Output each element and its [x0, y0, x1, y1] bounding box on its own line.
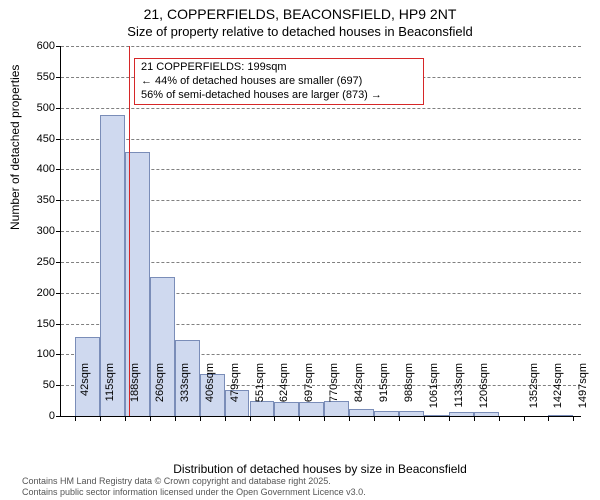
ytick-label: 200	[15, 287, 55, 299]
ytick-mark	[56, 139, 61, 140]
xtick-label: 1352sqm	[528, 363, 540, 418]
x-axis-label: Distribution of detached houses by size …	[60, 462, 580, 476]
xtick-label: 406sqm	[204, 363, 216, 418]
xtick-label: 1206sqm	[478, 363, 490, 418]
xtick-mark	[150, 416, 151, 421]
xtick-label: 697sqm	[303, 363, 315, 418]
xtick-label: 1424sqm	[552, 363, 564, 418]
ytick-mark	[56, 46, 61, 47]
xtick-label: 333sqm	[179, 363, 191, 418]
xtick-label: 988sqm	[403, 363, 415, 418]
xtick-label: 770sqm	[328, 363, 340, 418]
footer-line1: Contains HM Land Registry data © Crown c…	[22, 476, 366, 486]
callout-line: 21 COPPERFIELDS: 199sqm	[141, 61, 417, 75]
xtick-mark	[200, 416, 201, 421]
xtick-mark	[573, 416, 574, 421]
ytick-mark	[56, 324, 61, 325]
ytick-mark	[56, 262, 61, 263]
ytick-label: 50	[15, 379, 55, 391]
ytick-mark	[56, 77, 61, 78]
ytick-mark	[56, 385, 61, 386]
footer-attribution: Contains HM Land Registry data © Crown c…	[22, 476, 366, 497]
xtick-mark	[250, 416, 251, 421]
chart-container: { "title_line1": "21, COPPERFIELDS, BEAC…	[0, 0, 600, 500]
xtick-label: 479sqm	[229, 363, 241, 418]
xtick-mark	[349, 416, 350, 421]
xtick-mark	[474, 416, 475, 421]
ytick-label: 100	[15, 348, 55, 360]
xtick-mark	[548, 416, 549, 421]
xtick-label: 624sqm	[278, 363, 290, 418]
xtick-label: 1061sqm	[428, 363, 440, 418]
ytick-mark	[56, 108, 61, 109]
xtick-label: 115sqm	[104, 363, 116, 418]
xtick-mark	[100, 416, 101, 421]
xtick-mark	[225, 416, 226, 421]
y-axis-label: Number of detached properties	[8, 65, 22, 230]
footer-line2: Contains public sector information licen…	[22, 487, 366, 497]
plot-area: 05010015020025030035040045050055060042sq…	[60, 46, 581, 417]
xtick-mark	[324, 416, 325, 421]
ytick-label: 600	[15, 40, 55, 52]
xtick-mark	[125, 416, 126, 421]
xtick-mark	[524, 416, 525, 421]
chart-title-line1: 21, COPPERFIELDS, BEACONSFIELD, HP9 2NT	[0, 6, 600, 22]
xtick-mark	[424, 416, 425, 421]
ytick-label: 250	[15, 256, 55, 268]
xtick-mark	[274, 416, 275, 421]
xtick-mark	[299, 416, 300, 421]
ytick-label: 150	[15, 318, 55, 330]
xtick-label: 915sqm	[378, 363, 390, 418]
callout-line: 56% of semi-detached houses are larger (…	[141, 89, 417, 103]
chart-title-line2: Size of property relative to detached ho…	[0, 24, 600, 39]
gridline	[61, 108, 581, 109]
xtick-mark	[399, 416, 400, 421]
xtick-label: 842sqm	[353, 363, 365, 418]
ytick-mark	[56, 416, 61, 417]
xtick-mark	[449, 416, 450, 421]
xtick-label: 1497sqm	[577, 363, 589, 418]
xtick-label: 551sqm	[254, 363, 266, 418]
xtick-label: 188sqm	[129, 363, 141, 418]
gridline	[61, 46, 581, 47]
xtick-mark	[75, 416, 76, 421]
xtick-mark	[374, 416, 375, 421]
callout-line: ← 44% of detached houses are smaller (69…	[141, 75, 417, 89]
reference-line	[129, 46, 130, 416]
ytick-mark	[56, 169, 61, 170]
ytick-mark	[56, 231, 61, 232]
xtick-mark	[175, 416, 176, 421]
ytick-mark	[56, 354, 61, 355]
ytick-mark	[56, 293, 61, 294]
gridline	[61, 139, 581, 140]
callout-box: 21 COPPERFIELDS: 199sqm← 44% of detached…	[134, 58, 424, 105]
ytick-mark	[56, 200, 61, 201]
xtick-label: 42sqm	[79, 363, 91, 418]
ytick-label: 0	[15, 410, 55, 422]
xtick-label: 1133sqm	[453, 363, 465, 418]
xtick-mark	[499, 416, 500, 421]
xtick-label: 260sqm	[154, 363, 166, 418]
